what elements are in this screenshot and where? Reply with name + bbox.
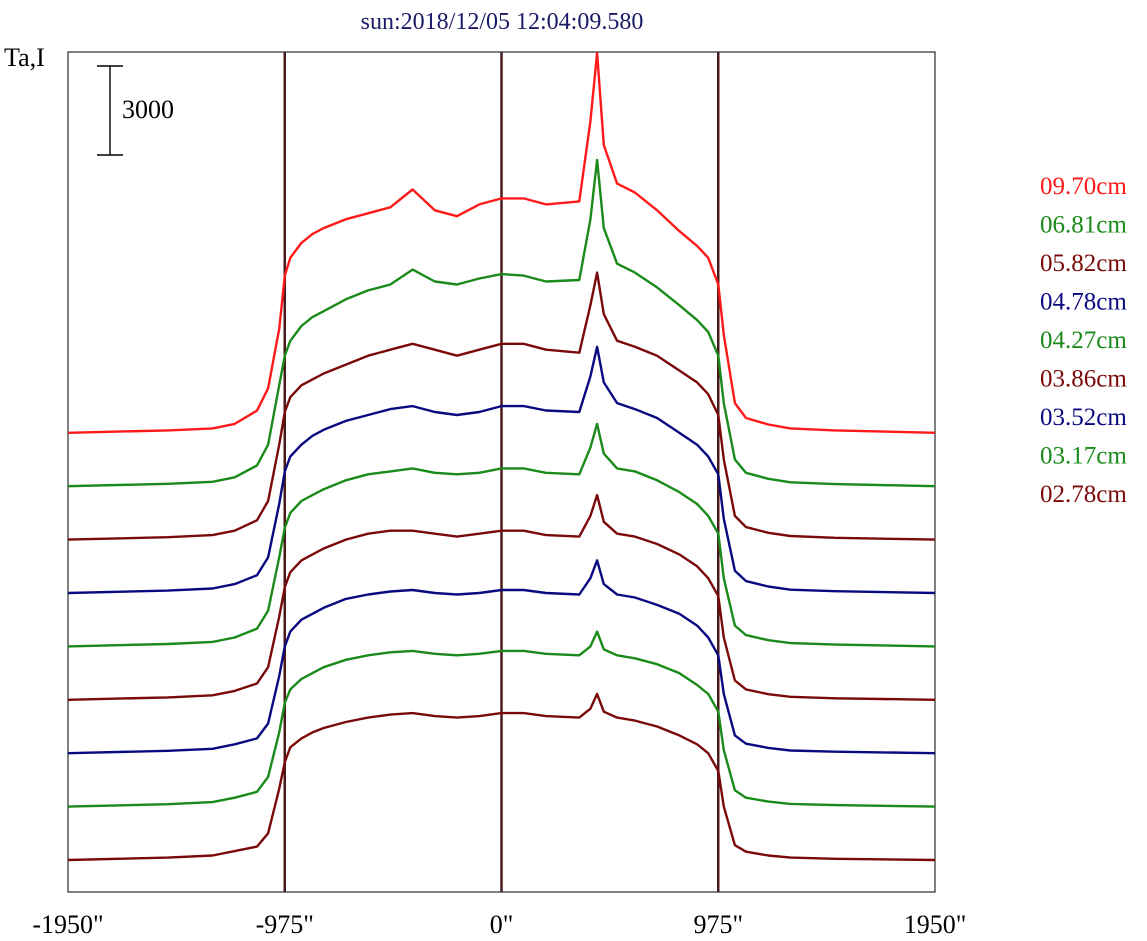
- x-tick-label: 0": [490, 910, 514, 939]
- legend-entry: 03.17cm: [1040, 443, 1127, 470]
- legend-entry: 06.81cm: [1040, 212, 1127, 239]
- series-line-03.52cm: [67, 559, 936, 755]
- x-tick-label: -975": [256, 910, 314, 939]
- chart-title: sun:2018/12/05 12:04:09.580: [361, 9, 644, 35]
- vertical-markers: [283, 52, 720, 892]
- series-line-09.70cm: [67, 51, 936, 434]
- legend-entry: 05.82cm: [1040, 250, 1127, 277]
- legend-entry: 03.86cm: [1040, 366, 1127, 393]
- series-line-04.78cm: [67, 345, 936, 595]
- x-tick-label: 1950": [904, 910, 967, 939]
- x-tick-label: -1950": [32, 910, 103, 939]
- series-line-03.17cm: [67, 630, 936, 808]
- series-line-06.81cm: [67, 158, 936, 488]
- series-line-04.27cm: [67, 422, 936, 648]
- series-line-02.78cm: [67, 692, 936, 862]
- series-line-03.86cm: [67, 493, 936, 701]
- scale-bar: 3000: [97, 65, 174, 156]
- legend-entry: 09.70cm: [1040, 173, 1127, 200]
- series-lines: [67, 51, 936, 862]
- legend-entry: 03.52cm: [1040, 404, 1127, 431]
- x-tick-labels: -1950" -975" 0" 975" 1950": [32, 910, 966, 939]
- x-tick-label: 975": [693, 910, 743, 939]
- scale-bar-label: 3000: [122, 95, 174, 124]
- legend-entry: 02.78cm: [1040, 481, 1127, 508]
- legend-entry: 04.27cm: [1040, 327, 1127, 354]
- legend-entry: 04.78cm: [1040, 289, 1127, 316]
- legend: 09.70cm 06.81cm 05.82cm 04.78cm 04.27cm 03.86…: [1040, 173, 1127, 508]
- y-axis-label: Ta,I: [4, 43, 45, 72]
- series-line-05.82cm: [67, 271, 936, 541]
